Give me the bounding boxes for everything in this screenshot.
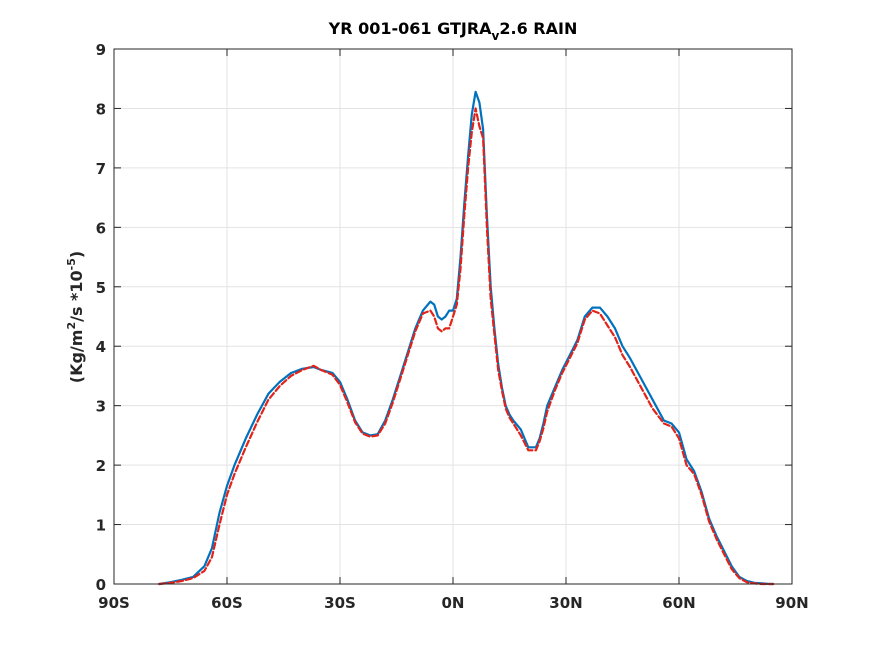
y-tick-label: 9 — [96, 41, 106, 59]
x-tick-label: 60N — [662, 594, 695, 612]
x-tick-label: 0N — [442, 594, 465, 612]
x-tick-label: 30N — [549, 594, 582, 612]
y-tick-label: 3 — [96, 398, 106, 416]
series-line-1 — [158, 90, 775, 586]
ticks — [113, 48, 793, 585]
y-tick-label: 2 — [96, 457, 106, 475]
chart-title: YR 001-061 GTJRAv2.6 RAIN — [328, 19, 578, 43]
y-tick-label: 0 — [96, 576, 106, 594]
y-tick-label: 7 — [96, 160, 106, 178]
series-line-2 — [158, 107, 775, 586]
y-tick-label: 5 — [96, 279, 106, 297]
x-tick-label: 60S — [211, 594, 243, 612]
x-tick-label: 90N — [775, 594, 808, 612]
series-layer — [158, 90, 775, 586]
y-tick-label: 6 — [96, 219, 106, 237]
x-tick-label: 90S — [98, 594, 130, 612]
x-tick-labels: 90S 60S 30S 0N 30N 60N 90N — [98, 594, 809, 612]
y-tick-labels: 0 1 2 3 4 5 6 7 8 9 — [96, 41, 106, 594]
y-tick-label: 4 — [96, 338, 106, 356]
y-tick-label: 1 — [96, 517, 106, 535]
y-axis-label: (Kg/m2/s *10-5) — [65, 251, 86, 383]
y-tick-label: 8 — [96, 100, 106, 118]
x-tick-label: 30S — [324, 594, 356, 612]
